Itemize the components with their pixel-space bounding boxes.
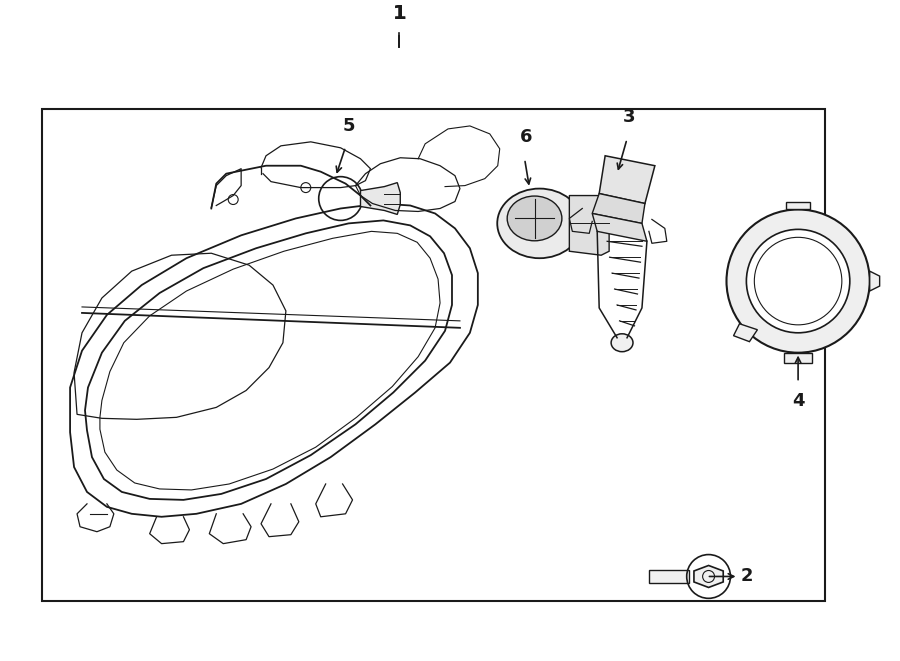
Bar <box>42 109 825 602</box>
Circle shape <box>746 229 850 332</box>
Circle shape <box>754 237 842 325</box>
Polygon shape <box>734 324 758 342</box>
Ellipse shape <box>508 196 562 241</box>
Polygon shape <box>787 202 810 210</box>
Ellipse shape <box>611 334 633 352</box>
Text: 4: 4 <box>792 393 805 410</box>
Bar <box>649 570 688 584</box>
Text: 3: 3 <box>623 108 635 126</box>
Polygon shape <box>592 214 647 241</box>
Text: 1: 1 <box>392 5 406 24</box>
Circle shape <box>726 210 869 353</box>
Polygon shape <box>694 565 724 588</box>
Text: 1: 1 <box>392 5 406 24</box>
Text: 2: 2 <box>741 567 753 586</box>
Text: 5: 5 <box>342 117 355 135</box>
Polygon shape <box>599 156 655 204</box>
Ellipse shape <box>497 188 581 258</box>
Text: 6: 6 <box>520 128 533 146</box>
Polygon shape <box>361 182 400 214</box>
Polygon shape <box>592 194 645 223</box>
Polygon shape <box>784 353 812 363</box>
Polygon shape <box>869 271 879 291</box>
Polygon shape <box>570 196 609 255</box>
